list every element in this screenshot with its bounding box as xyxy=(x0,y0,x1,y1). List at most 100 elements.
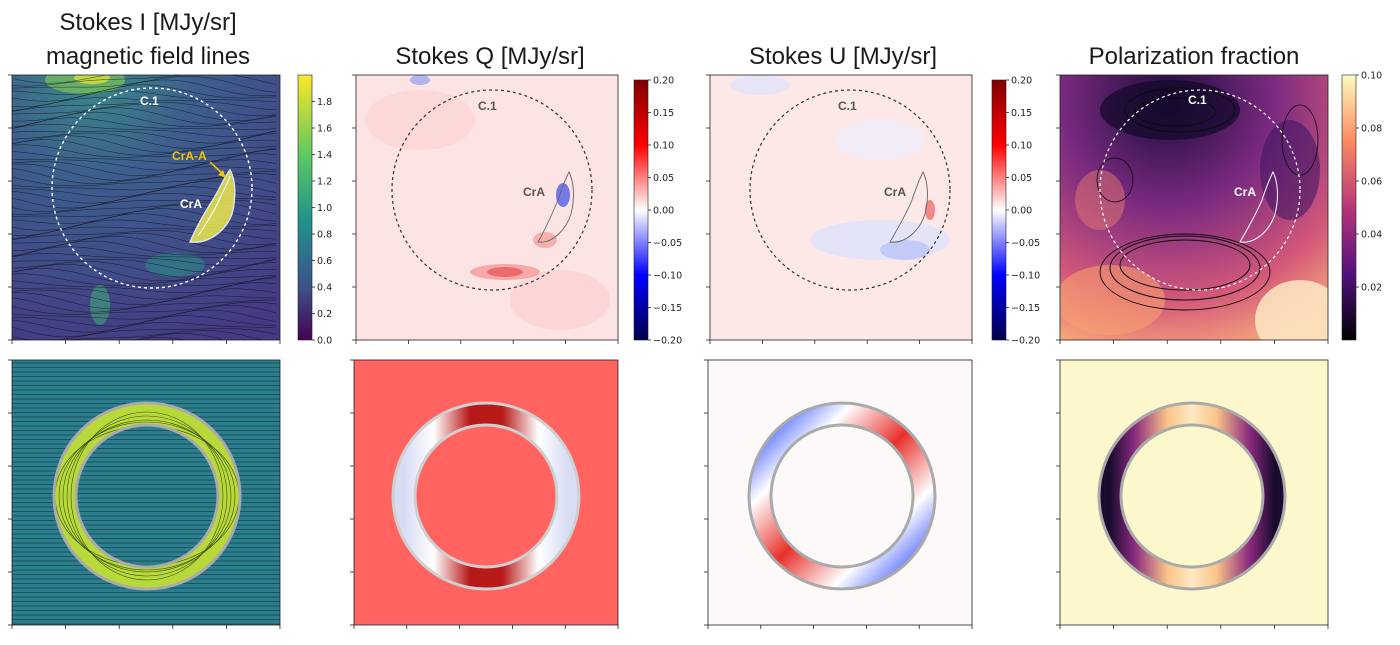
colorbar-tick-label: 0.20 xyxy=(1011,76,1032,87)
field-line xyxy=(12,75,277,87)
colorbar-tick-label: −0.15 xyxy=(653,303,682,314)
colorbar-tick-label: −0.05 xyxy=(1011,238,1040,249)
colorbar-stokes-i: 0.0 0.2 0.4 0.6 0.8 1.0 1.2 1.4 1.6 1.8 xyxy=(297,74,332,347)
field-line xyxy=(12,124,277,137)
field-line xyxy=(12,144,277,158)
field-line xyxy=(12,104,277,121)
field-line xyxy=(12,132,277,149)
panel-title-stokes-i-line1: Stokes I [MJy/sr] xyxy=(59,9,236,36)
heatmap-polarization-fraction: C.1 CrA xyxy=(1059,74,1329,341)
colorbar-tick-label: 1.0 xyxy=(317,203,332,214)
colorbar-polarization-fraction: 0.10 0.08 0.06 0.04 0.02 xyxy=(1341,71,1382,341)
field-line xyxy=(12,163,277,181)
colorbar-tick-label: 0.04 xyxy=(1361,230,1382,241)
label-cra-a: CrA-A xyxy=(172,149,207,163)
field-line xyxy=(12,273,277,286)
field-line xyxy=(12,107,277,125)
panel-title-polarization-fraction: Polarization fraction xyxy=(1089,43,1300,70)
colorbar-stokes-u: 0.20 0.15 0.10 0.05 0.00 −0.05 −0.10 −0.15 −0.20 xyxy=(991,76,1040,347)
label-cra-p3: CrA xyxy=(884,185,906,199)
model-polarization-fraction xyxy=(1059,359,1329,626)
field-line xyxy=(12,97,277,112)
field-line xyxy=(12,102,277,117)
colorbar-tick-label: −0.10 xyxy=(653,271,682,282)
colorbar-tick-label: 1.4 xyxy=(317,150,332,161)
colorbar-tick-label: 0.02 xyxy=(1361,283,1382,294)
heatmap-stokes-u: C.1 CrA xyxy=(709,74,973,341)
colorbar-tick-label: −0.20 xyxy=(1011,336,1040,347)
label-cra-p2: CrA xyxy=(523,185,545,199)
field-line xyxy=(12,159,277,177)
field-line xyxy=(12,288,277,305)
colorbar-tick-label: 1.2 xyxy=(317,177,332,188)
field-line xyxy=(12,240,277,257)
field-line xyxy=(12,253,277,267)
field-line xyxy=(12,282,277,300)
label-c1-p4: C.1 xyxy=(1188,93,1207,107)
colorbar-tick-label: 0.0 xyxy=(317,336,332,347)
field-line xyxy=(12,130,277,144)
field-line xyxy=(12,232,277,250)
field-line xyxy=(12,79,277,97)
field-line xyxy=(12,330,264,340)
colorbar-tick-label: −0.05 xyxy=(653,238,682,249)
colorbar-tick-label: −0.15 xyxy=(1011,303,1040,314)
colorbar-tick-label: 0.00 xyxy=(1011,206,1032,217)
colorbar-tick-label: 0.20 xyxy=(653,76,674,87)
colorbar-tick-label: 0.6 xyxy=(317,256,332,267)
axis-ticks xyxy=(8,74,1329,629)
field-line xyxy=(12,261,277,278)
field-line xyxy=(12,297,277,313)
field-line xyxy=(12,268,277,284)
label-cra-p1: CrA xyxy=(180,197,202,211)
colorbar-tick-label: −0.10 xyxy=(1011,271,1040,282)
field-line xyxy=(12,76,277,93)
field-line xyxy=(12,230,277,246)
field-line xyxy=(12,75,277,84)
colorbar-tick-label: 0.10 xyxy=(1361,71,1382,82)
model-stokes-i xyxy=(11,359,281,626)
label-c1-p3: C.1 xyxy=(838,99,857,113)
field-lines xyxy=(12,75,277,340)
field-line xyxy=(12,315,277,333)
label-c1-p1: C.1 xyxy=(140,94,159,108)
panel-title-stokes-i-line2: magnetic field lines xyxy=(46,43,250,70)
field-line xyxy=(12,301,277,315)
model-stokes-q xyxy=(353,359,619,626)
field-line xyxy=(12,277,277,293)
label-c1-p2: C.1 xyxy=(478,99,497,113)
colorbar-tick-label: 0.8 xyxy=(317,230,332,241)
heatmap-stokes-i: C.1 CrA-A CrA xyxy=(11,74,281,341)
field-line xyxy=(12,246,277,260)
field-line xyxy=(12,135,277,153)
label-cra-p4: CrA xyxy=(1234,185,1256,199)
colorbar-tick-label: 0.08 xyxy=(1361,124,1382,135)
colorbar-stokes-q: 0.20 0.15 0.10 0.05 0.00 −0.05 −0.10 −0.15 −0.20 xyxy=(633,76,682,347)
field-line xyxy=(12,153,277,171)
field-line xyxy=(12,328,277,340)
panel-title-stokes-u: Stokes U [MJy/sr] xyxy=(749,43,937,70)
colorbar-tick-label: 0.10 xyxy=(653,141,674,152)
colorbar-tick-label: 0.2 xyxy=(317,309,332,320)
field-line xyxy=(12,322,277,338)
field-line xyxy=(12,208,277,225)
field-line xyxy=(12,264,277,282)
colorbar-tick-label: 0.10 xyxy=(1011,141,1032,152)
panel-title-stokes-q: Stokes Q [MJy/sr] xyxy=(395,43,584,70)
field-line xyxy=(12,292,277,310)
colorbar-tick-label: 0.06 xyxy=(1361,177,1382,188)
colorbar-tick-label: 1.6 xyxy=(317,124,332,135)
colorbar-tick-label: 0.05 xyxy=(1011,173,1032,184)
colorbar-tick-label: 0.05 xyxy=(653,173,674,184)
field-line xyxy=(12,226,277,240)
model-stokes-u xyxy=(707,359,973,626)
field-line xyxy=(12,213,277,231)
colorbar-tick-label: 0.00 xyxy=(653,206,674,217)
field-line xyxy=(12,139,277,156)
colorbar-tick-label: −0.20 xyxy=(653,336,682,347)
field-line xyxy=(12,117,277,130)
colorbar-tick-label: 1.8 xyxy=(317,97,332,108)
colorbar-tick-label: 0.15 xyxy=(1011,108,1032,119)
colorbar-tick-label: 0.15 xyxy=(653,108,674,119)
